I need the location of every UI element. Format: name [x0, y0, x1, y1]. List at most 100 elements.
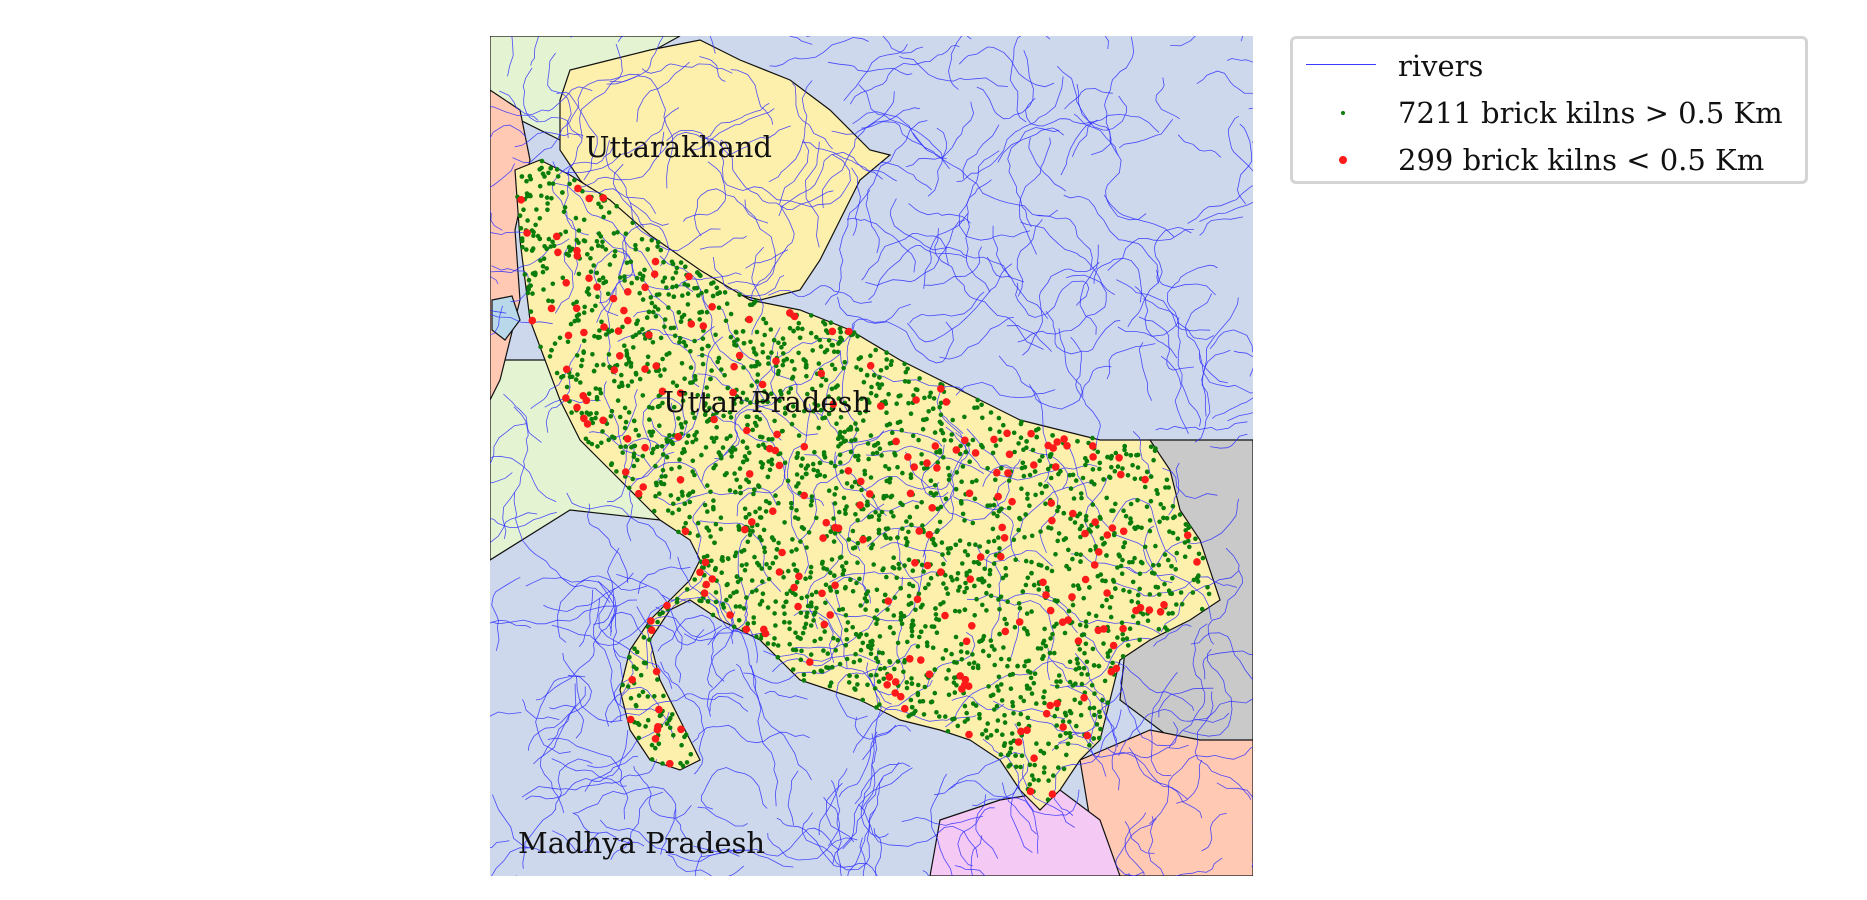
- kiln-far-point: [699, 598, 704, 604]
- kiln-far-point: [817, 472, 823, 478]
- river-line: [948, 36, 963, 90]
- kiln-far-point: [688, 752, 694, 757]
- kiln-far-point: [888, 476, 893, 481]
- kiln-far-point: [757, 416, 763, 422]
- kiln-near-point: [701, 558, 710, 567]
- kiln-far-point: [873, 510, 878, 515]
- kiln-far-point: [1148, 498, 1154, 504]
- kiln-far-point: [1186, 524, 1192, 529]
- river-line: [499, 86, 593, 116]
- kiln-near-point: [580, 328, 588, 337]
- kiln-far-point: [888, 362, 894, 368]
- kiln-far-point: [781, 351, 786, 356]
- kiln-far-point: [640, 453, 646, 459]
- kiln-far-point: [1140, 560, 1145, 566]
- kiln-far-point: [1064, 563, 1069, 569]
- river-line: [633, 310, 700, 388]
- kiln-far-point: [749, 589, 755, 595]
- kiln-far-point: [581, 310, 587, 316]
- river-line: [596, 235, 627, 323]
- kiln-far-point: [658, 712, 664, 717]
- kiln-far-point: [564, 251, 570, 257]
- kiln-far-point: [716, 450, 722, 455]
- river-line: [1037, 214, 1093, 270]
- river-line: [763, 650, 883, 665]
- kiln-near-point: [699, 322, 708, 330]
- river-line: [1199, 115, 1253, 222]
- kiln-far-point: [853, 631, 859, 637]
- kiln-far-point: [767, 565, 772, 571]
- label-madhya-pradesh: Madhya Pradesh: [518, 826, 765, 860]
- kiln-near-point: [628, 676, 636, 684]
- kiln-far-point: [826, 338, 832, 343]
- kiln-near-point: [1026, 787, 1035, 796]
- river-line: [936, 458, 1021, 521]
- kiln-far-point: [984, 590, 989, 596]
- kiln-far-point: [591, 368, 597, 374]
- kiln-far-point: [1187, 544, 1192, 550]
- kiln-far-point: [652, 694, 657, 699]
- kiln-far-point: [605, 291, 611, 297]
- kiln-far-point: [1068, 734, 1073, 740]
- kiln-far-point: [864, 502, 870, 508]
- kiln-far-point: [943, 648, 949, 653]
- kiln-far-point: [732, 339, 737, 345]
- kiln-far-point: [1063, 731, 1069, 736]
- river-line: [865, 219, 966, 286]
- kiln-far-point: [655, 307, 661, 312]
- kiln-far-point: [908, 697, 914, 703]
- kiln-far-point: [828, 570, 833, 575]
- river-line: [604, 682, 630, 727]
- kiln-far-point: [737, 466, 743, 471]
- kiln-far-point: [1058, 469, 1063, 474]
- kiln-far-point: [850, 546, 856, 551]
- kiln-far-point: [566, 244, 572, 250]
- kiln-far-point: [805, 391, 810, 397]
- kiln-far-point: [1010, 671, 1015, 677]
- kiln-far-point: [762, 389, 767, 394]
- river-line: [927, 127, 947, 197]
- kiln-far-point: [793, 592, 798, 597]
- kiln-far-point: [734, 394, 740, 399]
- kiln-far-point: [722, 290, 728, 295]
- legend-entry-kilns-far: 7211 brick kilns > 0.5 Km: [1293, 92, 1805, 132]
- kiln-far-point: [767, 467, 773, 473]
- river-line: [609, 611, 649, 670]
- kiln-far-point: [1156, 562, 1162, 568]
- kiln-far-point: [1041, 750, 1047, 756]
- kiln-far-point: [690, 439, 695, 445]
- kiln-far-point: [897, 566, 902, 571]
- kiln-far-point: [980, 602, 985, 608]
- kiln-far-point: [934, 529, 940, 535]
- kiln-far-point: [1018, 764, 1023, 770]
- kiln-far-point: [586, 439, 591, 445]
- kiln-far-point: [545, 201, 550, 206]
- kiln-far-point: [732, 397, 737, 402]
- kiln-far-point: [884, 357, 889, 362]
- river-line: [970, 835, 983, 876]
- kiln-near-point: [609, 294, 618, 303]
- kiln-far-point: [714, 410, 719, 416]
- kiln-far-point: [612, 249, 618, 254]
- kiln-far-point: [855, 540, 861, 546]
- kiln-far-point: [1005, 663, 1010, 669]
- kiln-far-point: [1105, 454, 1110, 460]
- kiln-far-point: [924, 640, 930, 645]
- river-line: [507, 36, 514, 77]
- kiln-far-point: [920, 523, 925, 528]
- kiln-far-point: [881, 676, 886, 682]
- kiln-far-point: [735, 337, 740, 342]
- kiln-far-point: [732, 447, 738, 452]
- kiln-far-point: [1195, 579, 1201, 584]
- kiln-far-point: [877, 385, 882, 391]
- river-line: [1016, 219, 1043, 297]
- river-line: [737, 534, 758, 664]
- river-line: [730, 69, 774, 125]
- kiln-far-point: [733, 604, 739, 609]
- kiln-near-point: [572, 304, 581, 313]
- kiln-far-point: [1127, 589, 1132, 595]
- kiln-near-point: [923, 459, 931, 467]
- river-line: [975, 794, 999, 859]
- kiln-near-point: [965, 489, 974, 498]
- kiln-near-point: [1095, 548, 1103, 556]
